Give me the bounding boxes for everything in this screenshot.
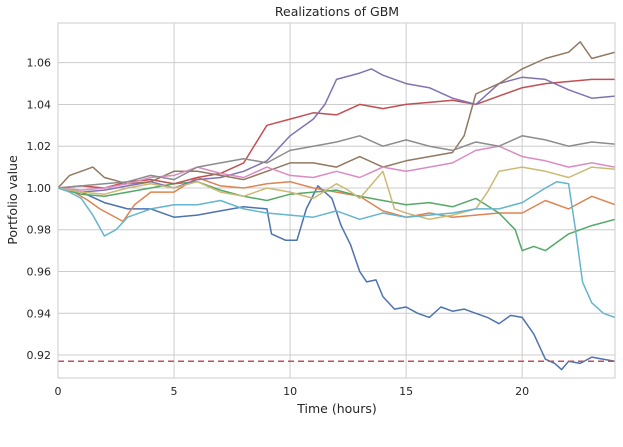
series-line-1 <box>58 185 615 371</box>
y-tick-labels: 0.92 0.94 0.96 0.98 1.00 1.02 1.04 1.06 <box>27 57 52 362</box>
y-tick-label: 1.00 <box>27 182 52 195</box>
plot-area <box>58 23 615 378</box>
x-tick-label: 5 <box>171 385 178 398</box>
y-tick-label: 1.02 <box>27 140 52 153</box>
series-line-2 <box>58 176 615 223</box>
x-tick-label: 0 <box>55 385 62 398</box>
series-line-7 <box>58 145 615 191</box>
x-tick-labels: 0 5 10 15 20 <box>55 385 530 398</box>
series-line-9 <box>58 166 615 221</box>
series-line-4 <box>58 78 615 189</box>
y-tick-label: 0.92 <box>27 349 52 362</box>
x-tick-label: 15 <box>399 385 413 398</box>
x-axis-title: Time (hours) <box>296 401 376 416</box>
chart-title: Realizations of GBM <box>275 4 399 19</box>
y-tick-label: 0.98 <box>27 224 52 237</box>
series-line-3 <box>58 180 615 252</box>
series-line-5 <box>58 68 615 193</box>
plot-frame <box>57 22 616 379</box>
y-axis-title: Portfolio value <box>5 155 20 245</box>
x-tick-label: 10 <box>283 385 297 398</box>
y-tick-label: 1.04 <box>27 98 52 111</box>
y-tick-label: 1.06 <box>27 57 52 70</box>
y-tick-label: 0.96 <box>27 266 52 279</box>
series-line-8 <box>58 135 615 189</box>
x-tick-label: 20 <box>515 385 529 398</box>
y-tick-label: 0.94 <box>27 307 52 320</box>
series-line-10 <box>58 180 615 319</box>
series-layer <box>58 41 615 371</box>
